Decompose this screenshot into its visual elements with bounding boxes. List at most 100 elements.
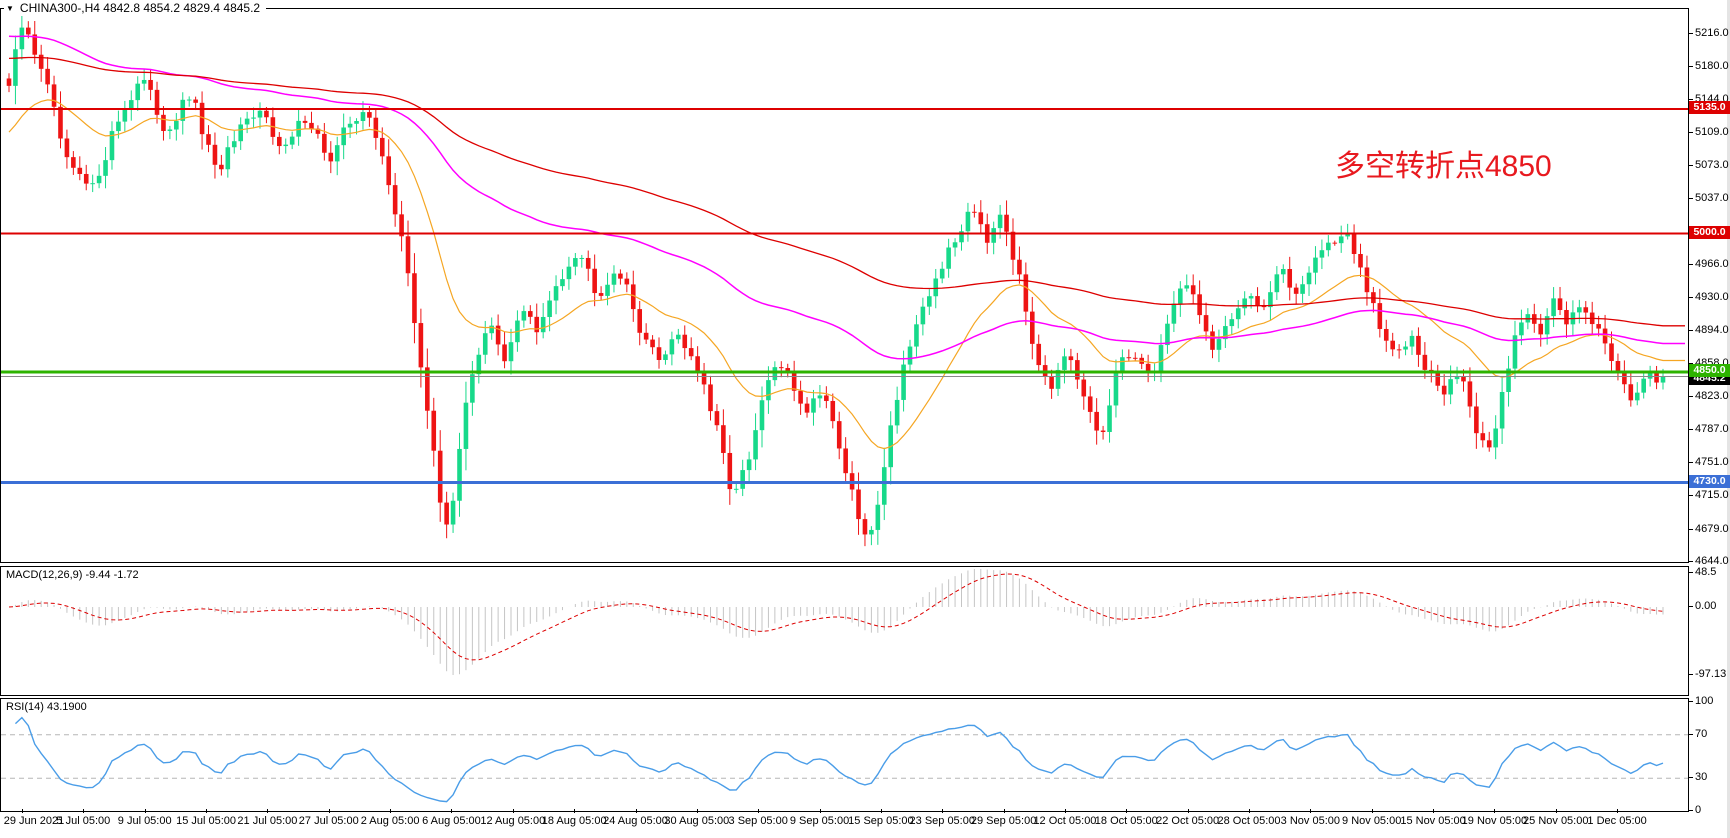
time-tick-mark bbox=[267, 809, 269, 813]
price-tick-mark bbox=[1688, 99, 1693, 101]
price-tick-mark bbox=[1688, 528, 1693, 530]
time-tick-mark bbox=[942, 809, 944, 813]
price-tag-5000.0: 5000.0 bbox=[1689, 225, 1730, 239]
time-tick-mark bbox=[1617, 809, 1619, 813]
window-edge bbox=[1727, 0, 1730, 838]
time-tick-mark bbox=[144, 809, 146, 813]
tick-label: -97.13 bbox=[1695, 667, 1727, 680]
price-tick-label: 5216.0 bbox=[1695, 27, 1729, 39]
chart-title: CHINA300-,H4 4842.8 4854.2 4829.4 4845.2 bbox=[19, 1, 261, 15]
price-tick-mark bbox=[1688, 263, 1693, 265]
tick-mark bbox=[1688, 673, 1693, 675]
price-tick-mark bbox=[1688, 131, 1693, 133]
time-axis-label: 9 Nov 05:00 bbox=[1342, 815, 1402, 827]
time-axis-label: 1 Dec 05:00 bbox=[1587, 815, 1647, 827]
time-axis-label: 24 Aug 05:00 bbox=[603, 815, 668, 827]
time-axis-label: 25 Nov 05:00 bbox=[1523, 815, 1589, 827]
tick-mark bbox=[1688, 777, 1693, 779]
time-tick-mark bbox=[880, 809, 882, 813]
price-tick-mark bbox=[1688, 462, 1693, 464]
time-tick-mark bbox=[819, 809, 821, 813]
time-tick-mark bbox=[1003, 809, 1005, 813]
price-tick-mark bbox=[1688, 297, 1693, 298]
price-tick-label: 4894.0 bbox=[1695, 324, 1729, 337]
time-tick-mark bbox=[390, 809, 392, 813]
main-chart-panel[interactable] bbox=[0, 8, 1689, 563]
time-tick-mark bbox=[574, 809, 576, 813]
time-axis-label: 19 Nov 05:00 bbox=[1461, 815, 1528, 827]
price-tick-label: 5037.0 bbox=[1695, 192, 1729, 205]
rsi-axis[interactable]: 100 70 30 0 bbox=[1688, 695, 1730, 816]
time-axis-label: 15 Jul 05:00 bbox=[176, 815, 237, 827]
tick-mark bbox=[1688, 572, 1693, 574]
price-axis[interactable]: 5216.0 5180.0 5144.0 5109.0 5073.0 5037.0 4966… bbox=[1688, 8, 1730, 567]
time-tick-mark bbox=[1249, 809, 1250, 813]
time-axis-label: 12 Aug 05:00 bbox=[480, 815, 546, 827]
macd-canvas[interactable] bbox=[1, 567, 1688, 695]
price-tick-mark bbox=[1688, 363, 1693, 365]
time-tick-mark bbox=[1187, 809, 1189, 813]
rsi-panel[interactable] bbox=[0, 698, 1689, 812]
price-tick-label: 4679.0 bbox=[1695, 522, 1729, 535]
time-tick-mark bbox=[1371, 809, 1373, 813]
rsi-indicator-label: RSI(14) 43.1900 bbox=[6, 701, 87, 713]
price-tick-label: 4823.0 bbox=[1695, 389, 1729, 402]
tick-mark bbox=[1688, 733, 1693, 735]
price-tick-label: 4787.0 bbox=[1695, 423, 1729, 435]
price-tag-4850.0: 4850.0 bbox=[1689, 364, 1730, 378]
macd-axis[interactable]: 48.5 0.00 -97.13 bbox=[1688, 566, 1730, 696]
price-tick-mark bbox=[1688, 33, 1693, 34]
price-tick-label: 4966.0 bbox=[1695, 257, 1729, 270]
price-tick-label: 4644.0 bbox=[1695, 555, 1729, 567]
time-axis-label: 9 Sep 05:00 bbox=[789, 815, 850, 827]
price-tick-label: 4930.0 bbox=[1695, 291, 1729, 303]
time-axis-label: 3 Sep 05:00 bbox=[728, 815, 788, 827]
main-chart-canvas[interactable] bbox=[1, 9, 1688, 562]
time-axis-label: 29 Sep 05:00 bbox=[970, 815, 1037, 827]
price-tick-mark bbox=[1688, 429, 1693, 430]
time-axis-label: 2 Aug 05:00 bbox=[360, 815, 420, 827]
price-tick-mark bbox=[1688, 330, 1693, 332]
time-axis-label: 12 Oct 05:00 bbox=[1033, 815, 1097, 827]
time-axis-label: 15 Sep 05:00 bbox=[848, 815, 914, 827]
time-tick-mark bbox=[451, 809, 453, 813]
tick-label: 30 bbox=[1695, 771, 1708, 784]
time-tick-mark bbox=[758, 809, 760, 813]
tick-label: 70 bbox=[1695, 727, 1708, 740]
time-axis[interactable]: 29 Jun 2021 5 Jul 05:00 9 Jul 05:00 15 Jul … bbox=[0, 809, 1688, 834]
tick-mark bbox=[1688, 701, 1693, 702]
price-tick-mark bbox=[1688, 66, 1693, 68]
tick-label: 0.00 bbox=[1695, 600, 1717, 612]
time-tick-mark bbox=[1433, 809, 1435, 813]
price-tick-mark bbox=[1688, 561, 1693, 562]
time-axis-label: 28 Oct 05:00 bbox=[1217, 815, 1281, 827]
price-tick-label: 4751.0 bbox=[1695, 456, 1729, 469]
time-axis-label: 29 Jun 2021 bbox=[3, 815, 65, 827]
price-tick-label: 4715.0 bbox=[1695, 489, 1729, 502]
price-tick-mark bbox=[1688, 165, 1693, 166]
price-tick-mark bbox=[1688, 495, 1693, 497]
tick-label: 48.5 bbox=[1695, 566, 1717, 579]
time-tick-mark bbox=[22, 809, 23, 813]
rsi-canvas[interactable] bbox=[1, 699, 1688, 811]
price-tick-mark bbox=[1688, 198, 1693, 200]
time-tick-mark bbox=[83, 809, 85, 813]
time-axis-label: 9 Jul 05:00 bbox=[117, 815, 172, 827]
price-tick-label: 5180.0 bbox=[1695, 60, 1729, 73]
price-tick-mark bbox=[1688, 395, 1693, 397]
time-tick-mark bbox=[696, 809, 698, 813]
time-tick-mark bbox=[1064, 809, 1066, 813]
macd-panel[interactable] bbox=[0, 566, 1689, 696]
time-tick-mark bbox=[328, 809, 330, 813]
time-axis-label: 6 Aug 05:00 bbox=[422, 815, 481, 827]
tick-label: 0 bbox=[1695, 804, 1702, 816]
macd-indicator-label: MACD(12,26,9) -9.44 -1.72 bbox=[6, 569, 139, 581]
time-tick-mark bbox=[206, 809, 208, 813]
time-axis-label: 23 Sep 05:00 bbox=[909, 815, 975, 827]
time-tick-mark bbox=[1494, 809, 1496, 813]
price-tick-label: 5109.0 bbox=[1695, 125, 1729, 138]
time-axis-label: 5 Jul 05:00 bbox=[56, 815, 111, 827]
time-axis-label: 18 Aug 05:00 bbox=[541, 815, 607, 827]
symbol-dropdown-icon[interactable]: ▼ bbox=[6, 4, 14, 13]
